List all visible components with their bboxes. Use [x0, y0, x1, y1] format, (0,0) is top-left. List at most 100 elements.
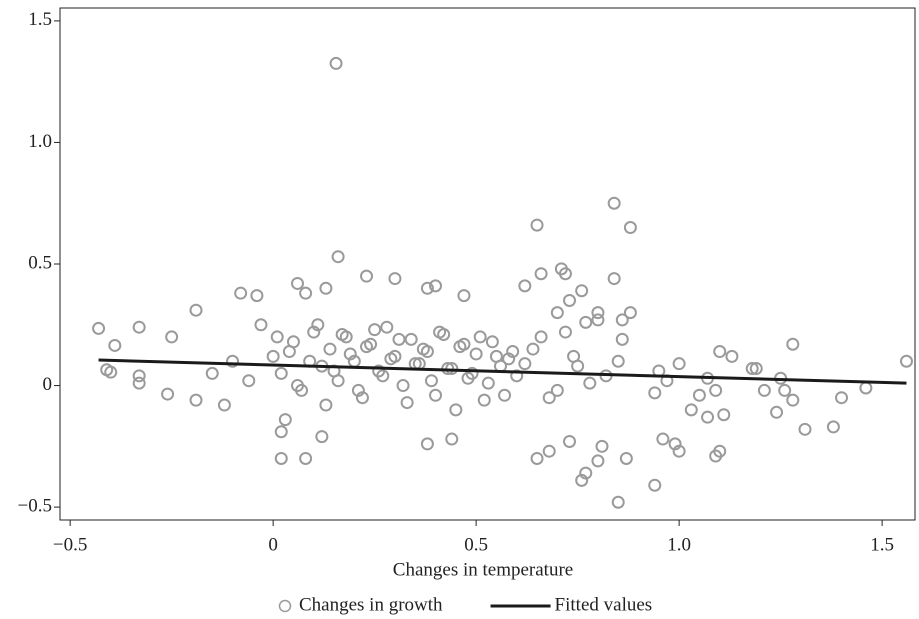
data-point: [420, 437, 434, 451]
data-point: [498, 388, 512, 402]
data-point: [278, 413, 292, 427]
data-point: [611, 495, 625, 509]
data-point: [607, 196, 621, 210]
data-point: [433, 325, 447, 339]
data-point: [376, 369, 390, 383]
data-point: [299, 451, 313, 465]
data-point: [396, 379, 410, 393]
data-point: [835, 391, 849, 405]
data-point: [161, 387, 175, 401]
data-point: [274, 366, 288, 380]
data-point: [445, 432, 459, 446]
data-point: [384, 352, 398, 366]
data-point: [477, 393, 491, 407]
data-point: [591, 313, 605, 327]
data-point: [132, 376, 146, 390]
data-point: [469, 347, 483, 361]
data-point: [615, 332, 629, 346]
data-point: [619, 451, 633, 465]
data-point: [132, 320, 146, 334]
data-point: [591, 454, 605, 468]
data-point: [672, 444, 686, 458]
data-point: [648, 478, 662, 492]
data-point: [579, 466, 593, 480]
data-point: [656, 432, 670, 446]
data-point: [745, 362, 759, 376]
data-point: [323, 342, 337, 356]
data-point: [205, 366, 219, 380]
data-point: [457, 289, 471, 303]
y-tick-label: 0.5: [28, 252, 52, 273]
data-point: [473, 330, 487, 344]
data-point: [226, 354, 240, 368]
plot-frame: [59, 7, 916, 521]
data-point: [684, 403, 698, 417]
data-point: [250, 289, 264, 303]
data-point: [757, 383, 771, 397]
data-point: [380, 320, 394, 334]
data-point: [717, 408, 731, 422]
data-point: [518, 357, 532, 371]
data-point: [579, 315, 593, 329]
data-point: [449, 403, 463, 417]
data-point: [343, 347, 357, 361]
data-point: [299, 286, 313, 300]
x-tick-label: 0: [268, 534, 278, 555]
data-point: [542, 444, 556, 458]
data-point: [534, 330, 548, 344]
data-point: [648, 386, 662, 400]
data-point: [623, 306, 637, 320]
data-point: [331, 250, 345, 264]
data-point: [400, 396, 414, 410]
fitted-line: [98, 358, 907, 385]
data-point: [615, 313, 629, 327]
data-point: [335, 328, 349, 342]
data-point: [607, 272, 621, 286]
data-point: [108, 338, 122, 352]
data-point: [595, 439, 609, 453]
data-point: [392, 332, 406, 346]
data-point: [701, 410, 715, 424]
data-point: [429, 388, 443, 402]
data-point: [518, 279, 532, 293]
data-point: [291, 379, 304, 393]
data-point: [429, 279, 443, 293]
data-point: [254, 318, 268, 332]
data-point: [668, 437, 682, 451]
data-point: [132, 369, 146, 383]
data-point: [575, 473, 589, 487]
data-point: [217, 398, 231, 412]
data-point: [457, 337, 471, 351]
data-point: [526, 342, 540, 356]
data-point: [534, 267, 548, 281]
data-point: [274, 451, 288, 465]
data-point: [355, 391, 369, 405]
data-point: [798, 422, 812, 436]
y-tick-label: 1.5: [28, 9, 52, 30]
data-point: [319, 281, 333, 295]
legend-label: Changes in growth: [299, 594, 443, 615]
data-point: [319, 398, 333, 412]
data-point: [591, 306, 605, 320]
data-point: [92, 321, 106, 335]
y-tick-label: −0.5: [18, 495, 52, 516]
data-point: [481, 376, 495, 390]
data-point: [692, 388, 706, 402]
data-point: [713, 345, 727, 359]
data-point: [575, 284, 589, 298]
data-point: [542, 391, 556, 405]
data-point: [563, 434, 577, 448]
x-tick-label: 0.5: [464, 534, 488, 555]
data-point: [709, 383, 723, 397]
data-point: [282, 345, 296, 359]
data-point: [329, 56, 343, 70]
data-point: [611, 354, 625, 368]
data-point: [778, 383, 792, 397]
data-point: [189, 303, 203, 317]
data-point: [404, 332, 418, 346]
data-point: [315, 430, 329, 444]
x-tick-label: 1.5: [870, 534, 894, 555]
data-point: [786, 393, 800, 407]
